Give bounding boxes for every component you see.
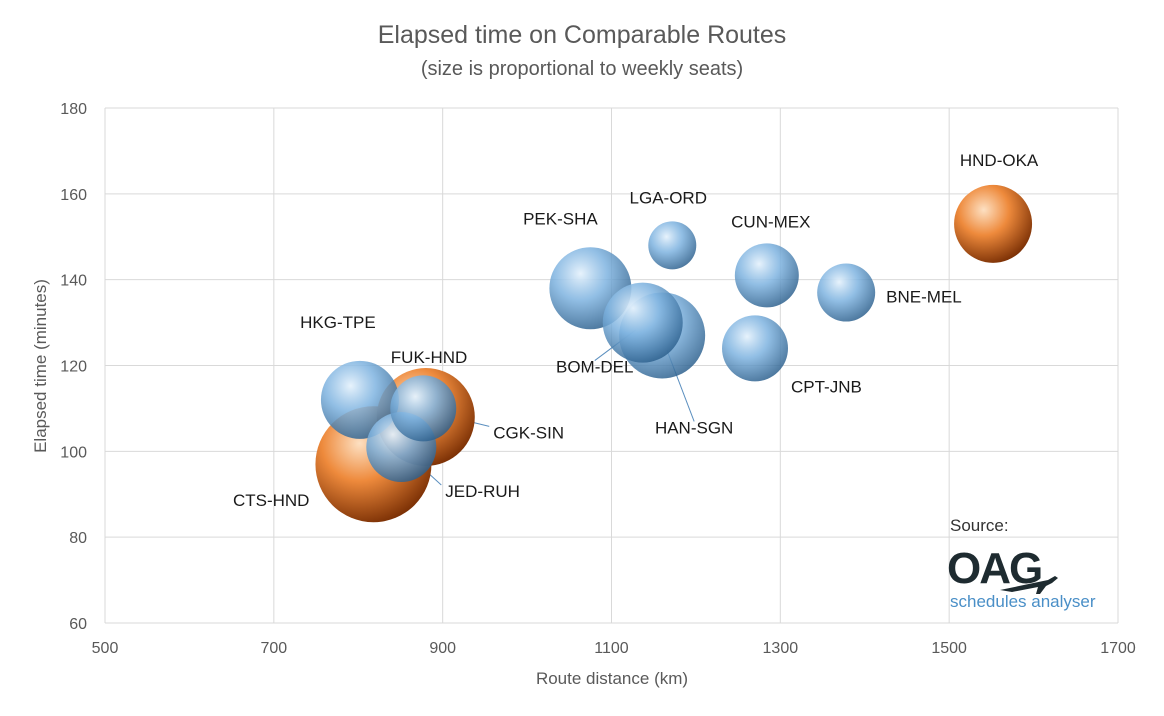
source-label: Source: xyxy=(950,516,1009,535)
point-label-bom-del: BOM-DEL xyxy=(556,358,633,377)
bubbles xyxy=(315,184,1033,523)
point-label-bne-mel: BNE-MEL xyxy=(886,288,962,307)
bubble-hkg-tpe xyxy=(320,360,399,439)
y-tick-label: 140 xyxy=(60,273,87,290)
y-axis-ticks: 60 80 100 120 140 160 180 xyxy=(60,101,87,633)
chart-title: Elapsed time on Comparable Routes xyxy=(378,21,787,49)
bubble-cun-mex xyxy=(734,243,799,308)
y-tick-label: 60 xyxy=(69,616,87,633)
point-label-lga-ord: LGA-ORD xyxy=(630,188,707,207)
x-tick-label: 700 xyxy=(260,640,287,657)
point-label-fuk-hnd: FUK-HND xyxy=(391,348,468,367)
x-tick-label: 1300 xyxy=(763,640,799,657)
x-tick-label: 1700 xyxy=(1100,640,1136,657)
point-label-cgk-sin: CGK-SIN xyxy=(493,423,564,442)
airplane-icon xyxy=(1000,576,1058,594)
y-axis-label: Elapsed time (minutes) xyxy=(31,279,50,453)
product-name: schedules analyser xyxy=(950,592,1096,611)
x-tick-label: 900 xyxy=(429,640,456,657)
bubble-bne-mel xyxy=(817,263,876,322)
y-tick-label: 160 xyxy=(60,187,87,204)
y-tick-label: 80 xyxy=(69,530,87,547)
x-axis-label: Route distance (km) xyxy=(536,669,688,688)
bubble-lga-ord xyxy=(648,221,697,270)
bubble-cpt-jnb xyxy=(722,315,789,382)
point-label-cpt-jnb: CPT-JNB xyxy=(791,377,862,396)
x-tick-label: 1500 xyxy=(931,640,967,657)
point-label-hkg-tpe: HKG-TPE xyxy=(300,313,376,332)
point-label-han-sgn: HAN-SGN xyxy=(655,418,733,437)
point-label-cun-mex: CUN-MEX xyxy=(731,212,810,231)
source-logo: Source: OAG schedules analyser xyxy=(947,516,1096,611)
bubble-bom-del xyxy=(602,282,683,363)
point-labels: CTS-HND FUK-HND HKG-TPE JED-RUH CGK-SIN PEK-S… xyxy=(233,151,1039,510)
point-label-cts-hnd: CTS-HND xyxy=(233,491,310,510)
chart-subtitle: (size is proportional to weekly seats) xyxy=(421,58,743,80)
point-label-hnd-oka: HND-OKA xyxy=(960,151,1039,170)
x-axis-ticks: 500 700 900 1100 1300 1500 1700 xyxy=(92,640,1136,657)
point-label-jed-ruh: JED-RUH xyxy=(445,482,520,501)
x-tick-label: 1100 xyxy=(594,640,629,657)
x-tick-label: 500 xyxy=(92,640,119,657)
y-tick-label: 180 xyxy=(60,101,87,118)
point-label-pek-sha: PEK-SHA xyxy=(523,209,598,228)
y-tick-label: 120 xyxy=(60,359,87,376)
bubble-hnd-oka xyxy=(954,184,1033,263)
bubble-cgk-sin xyxy=(390,375,457,442)
y-tick-label: 100 xyxy=(60,444,87,461)
